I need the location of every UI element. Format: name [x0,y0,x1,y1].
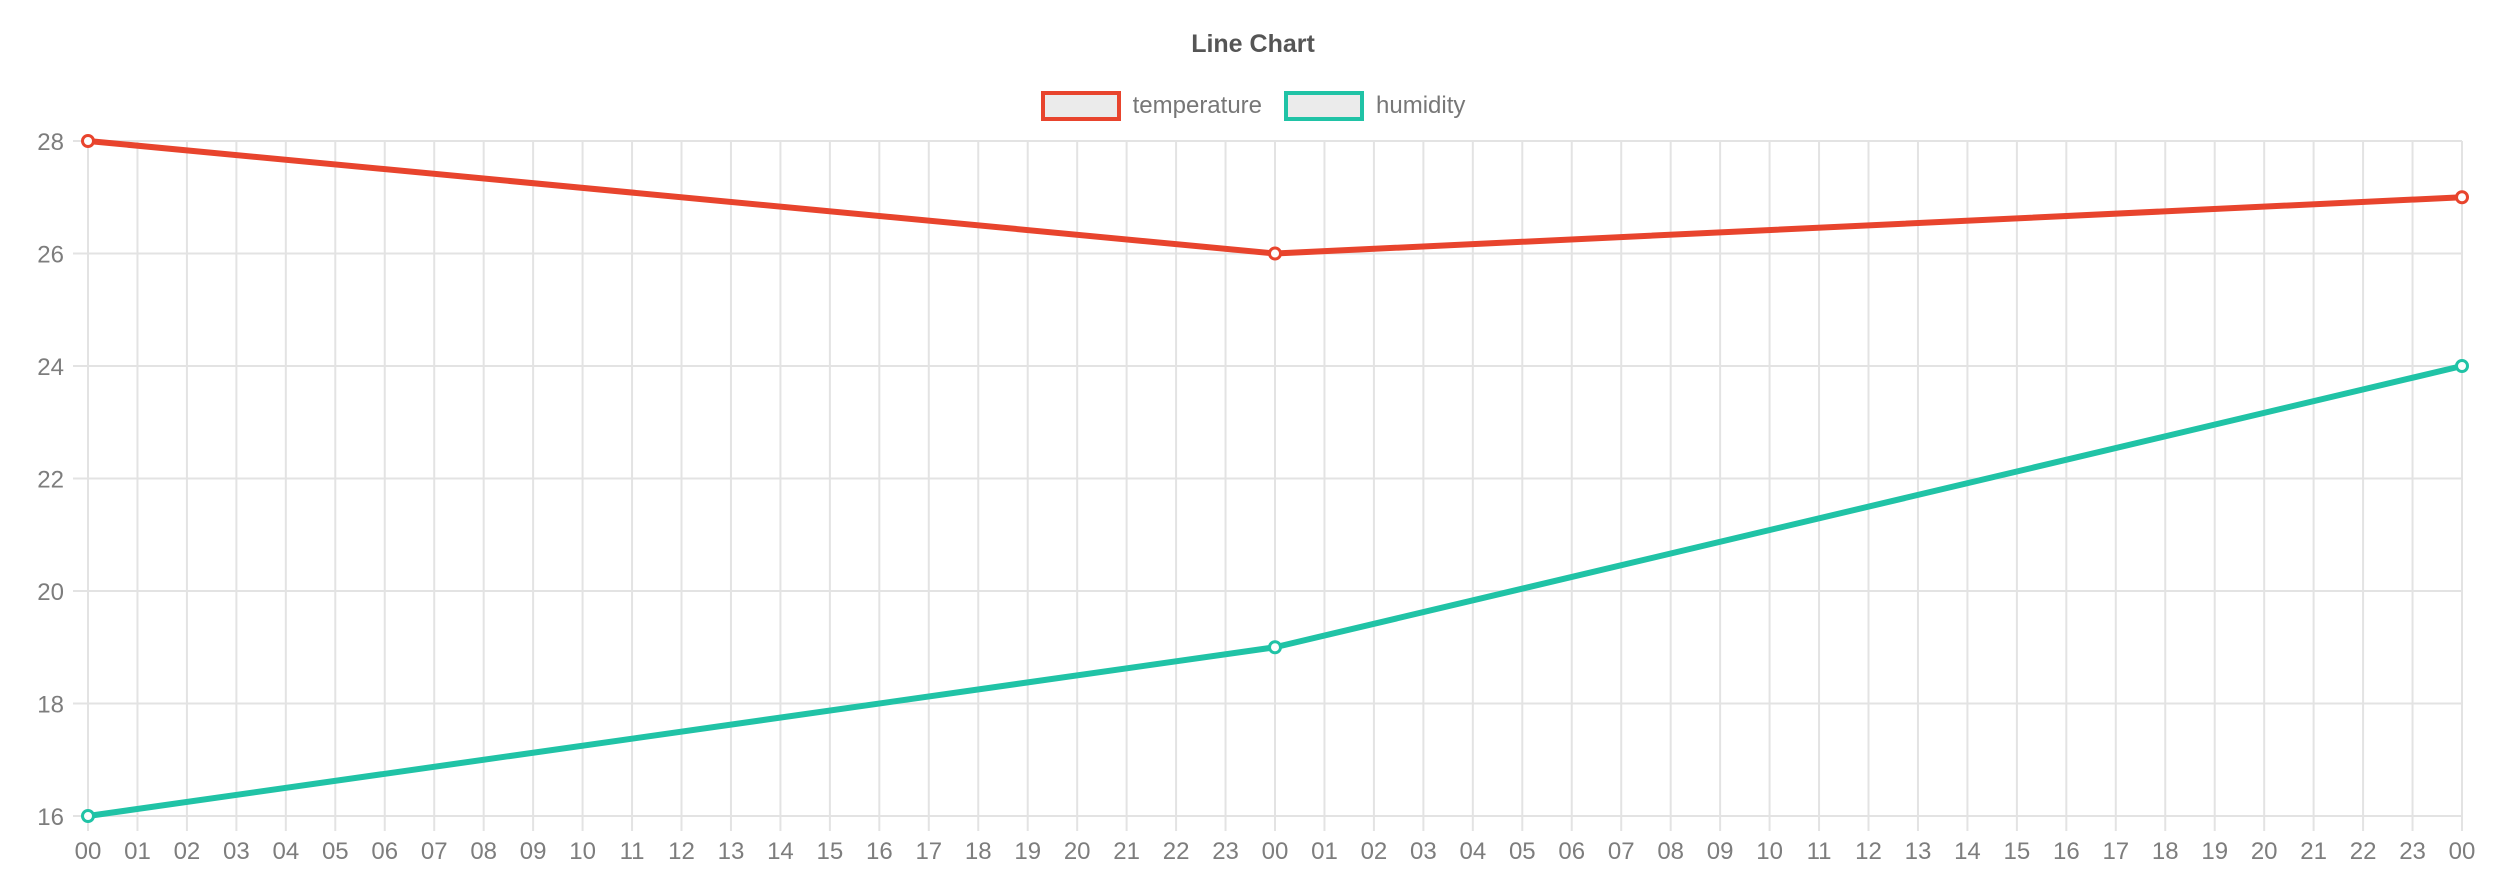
x-axis-tick-label: 17 [915,838,942,865]
x-axis-tick-label: 23 [2399,838,2426,865]
x-axis-tick-label: 10 [569,838,596,865]
legend-swatch-humidity-icon [1284,91,1365,121]
legend-item-humidity[interactable]: humidity [1284,91,1465,121]
x-axis-tick-label: 12 [668,838,695,865]
x-axis-tick-label: 21 [1113,838,1140,865]
x-axis-tick-label: 14 [767,838,794,865]
data-point-humidity[interactable] [2455,359,2469,373]
x-axis-tick-label: 19 [2201,838,2228,865]
chart-legend: temperature humidity [0,91,2506,121]
x-axis-tick-label: 02 [174,838,201,865]
x-axis-tick-label: 15 [2004,838,2031,865]
y-axis-tick-label: 16 [37,804,64,831]
x-axis-tick-label: 08 [470,838,497,865]
x-axis-tick-label: 09 [1707,838,1734,865]
x-axis-tick-label: 09 [520,838,547,865]
y-axis-tick-label: 20 [37,579,64,606]
y-axis-tick-label: 24 [37,354,64,381]
x-axis-tick-label: 04 [272,838,299,865]
data-point-humidity[interactable] [81,809,95,823]
x-axis-tick-label: 13 [718,838,745,865]
x-axis-tick-label: 17 [2102,838,2129,865]
x-axis-tick-label: 11 [620,838,645,865]
x-axis-tick-label: 03 [223,838,250,865]
x-axis-tick-label: 04 [1459,838,1486,865]
y-axis-tick-label: 18 [37,692,64,719]
legend-label-humidity: humidity [1376,92,1466,119]
legend-label-temperature: temperature [1132,92,1263,119]
x-axis-tick-label: 01 [124,838,151,865]
x-axis-tick-label: 22 [2350,838,2377,865]
x-axis-tick-label: 05 [1509,838,1536,865]
x-axis-tick-label: 10 [1756,838,1783,865]
x-axis-tick-label: 18 [965,838,992,865]
x-axis-tick-label: 18 [2152,838,2179,865]
x-axis-tick-label: 15 [817,838,844,865]
x-axis-tick-label: 00 [75,838,102,865]
x-axis-tick-label: 11 [1807,838,1832,865]
x-axis-tick-label: 19 [1014,838,1041,865]
chart-title: Line Chart [1191,30,1315,58]
x-axis-tick-label: 01 [1311,838,1338,865]
x-axis-tick-label: 23 [1212,838,1239,865]
x-axis-tick-label: 08 [1657,838,1684,865]
x-axis-tick-label: 13 [1905,838,1932,865]
x-axis-tick-label: 12 [1855,838,1882,865]
x-axis-tick-label: 03 [1410,838,1437,865]
x-axis-tick-label: 21 [2300,838,2327,865]
x-axis-tick-label: 02 [1361,838,1388,865]
x-axis-tick-label: 07 [1608,838,1635,865]
x-axis-tick-label: 14 [1954,838,1981,865]
y-axis-tick-label: 28 [37,129,64,156]
x-axis-tick-label: 16 [866,838,893,865]
x-axis-tick-label: 16 [2053,838,2080,865]
data-point-temperature[interactable] [81,134,95,148]
data-point-humidity[interactable] [1268,640,1282,655]
y-axis-tick-label: 22 [37,467,64,494]
x-axis-tick-label: 20 [2251,838,2278,865]
legend-item-temperature[interactable]: temperature [1040,91,1263,121]
x-axis-tick-label: 06 [371,838,398,865]
data-point-temperature[interactable] [2455,190,2469,205]
x-axis-tick-label: 07 [421,838,448,865]
x-axis-tick-label: 00 [1262,838,1289,865]
y-axis-tick-label: 26 [37,242,64,269]
legend-swatch-temperature-icon [1040,91,1121,121]
x-axis-tick-label: 20 [1064,838,1091,865]
x-axis-tick-label: 06 [1558,838,1585,865]
data-point-temperature[interactable] [1268,246,1282,261]
x-axis-tick-label: 00 [2449,838,2476,865]
x-axis-tick-label: 22 [1163,838,1190,865]
x-axis-tick-label: 05 [322,838,349,865]
